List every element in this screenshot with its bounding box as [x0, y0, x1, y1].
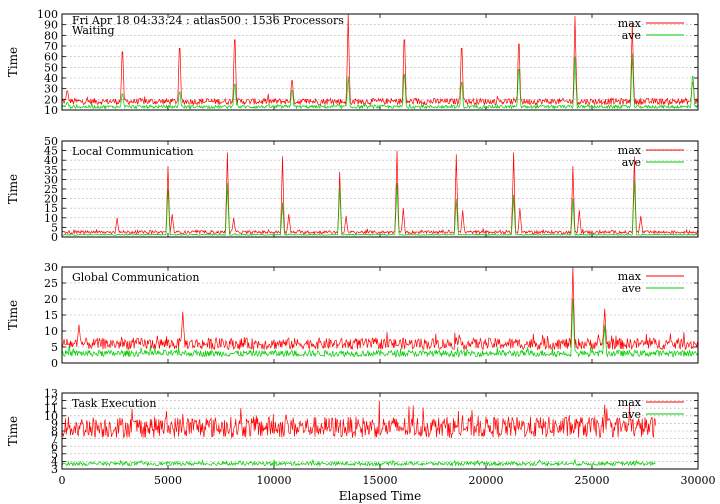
figure-title: Fri Apr 18 04:33:24 : atlas500 : 1536 Pr…: [72, 14, 344, 27]
y-tick-label: 50: [44, 135, 58, 148]
legend-label: max: [618, 17, 642, 30]
y-tick-label: 45: [44, 145, 58, 158]
series-line-max: [61, 266, 699, 351]
panel-title: Waiting: [72, 24, 115, 37]
y-tick-label: 5: [51, 448, 58, 461]
y-tick-label: 10: [44, 104, 58, 117]
y-tick-label: 90: [44, 19, 58, 32]
y-tick-label: 80: [44, 29, 58, 42]
series-line-max: [61, 13, 699, 106]
y-tick-label: 100: [37, 8, 58, 21]
series-line-max: [61, 150, 699, 236]
legend-label: ave: [622, 282, 641, 295]
y-tick-label: 30: [44, 83, 58, 96]
legend-label: max: [618, 270, 642, 283]
y-axis-title: Time: [6, 300, 20, 330]
y-tick-label: 5: [51, 221, 58, 234]
y-tick-label: 20: [44, 193, 58, 206]
plot-frame: [61, 392, 699, 470]
y-axis-title: Time: [6, 416, 20, 446]
y-tick-label: 6: [51, 440, 58, 453]
y-tick-label: 70: [44, 40, 58, 53]
y-tick-label: 10: [44, 410, 58, 423]
x-tick-label: 5000: [154, 474, 182, 487]
y-tick-label: 4: [51, 455, 58, 468]
series-line-max: [61, 400, 656, 438]
y-tick-label: 3: [51, 463, 58, 476]
x-tick-label: 0: [59, 474, 66, 487]
y-tick-label: 20: [44, 93, 58, 106]
panel-title: Task Execution: [72, 397, 156, 410]
legend-label: max: [618, 144, 642, 157]
y-tick-label: 7: [51, 433, 58, 446]
y-tick-label: 30: [44, 261, 58, 274]
y-axis-title: Time: [6, 174, 20, 204]
legend-label: max: [618, 396, 642, 409]
y-tick-label: 9: [51, 417, 58, 430]
legend-label: ave: [622, 156, 641, 169]
plot-frame: [61, 266, 699, 364]
y-tick-label: 8: [51, 425, 58, 438]
legend-label: ave: [622, 408, 641, 421]
y-tick-label: 35: [44, 164, 58, 177]
x-tick-label: 20000: [469, 474, 504, 487]
legend-label: ave: [622, 29, 641, 42]
y-tick-label: 13: [44, 387, 58, 400]
series-line-ave: [61, 53, 699, 110]
y-tick-label: 25: [44, 277, 58, 290]
x-tick-label: 30000: [681, 474, 716, 487]
y-tick-label: 15: [44, 202, 58, 215]
y-tick-label: 12: [44, 395, 58, 408]
y-tick-label: 0: [51, 357, 58, 370]
y-axis-title: Time: [6, 47, 20, 77]
plot-frame: [61, 13, 699, 111]
panel-title: Global Communication: [72, 271, 200, 284]
y-tick-label: 15: [44, 309, 58, 322]
y-tick-label: 40: [44, 72, 58, 85]
y-tick-label: 20: [44, 293, 58, 306]
y-tick-label: 0: [51, 231, 58, 244]
y-tick-label: 25: [44, 183, 58, 196]
series-line-ave: [61, 298, 699, 358]
x-tick-label: 15000: [363, 474, 398, 487]
y-tick-label: 40: [44, 154, 58, 167]
y-tick-label: 30: [44, 173, 58, 186]
y-tick-label: 10: [44, 212, 58, 225]
panel-title: Local Communication: [72, 145, 194, 158]
plot-frame: [61, 140, 699, 238]
y-tick-label: 11: [44, 402, 58, 415]
y-tick-label: 10: [44, 325, 58, 338]
x-axis-title: Elapsed Time: [339, 489, 422, 503]
x-tick-label: 25000: [575, 474, 610, 487]
series-line-ave: [61, 458, 656, 467]
y-tick-label: 5: [51, 341, 58, 354]
series-line-ave: [61, 179, 698, 236]
y-tick-label: 50: [44, 61, 58, 74]
y-tick-label: 60: [44, 51, 58, 64]
x-tick-label: 10000: [257, 474, 292, 487]
